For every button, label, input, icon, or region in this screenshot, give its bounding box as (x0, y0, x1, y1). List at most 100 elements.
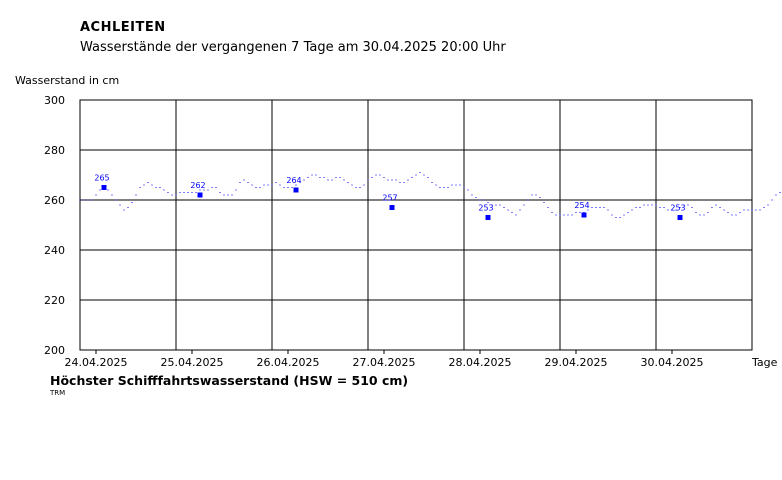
data-point (531, 194, 533, 196)
data-point (391, 179, 393, 181)
chart-subtitle: Wasserstände der vergangenen 7 Tage am 3… (80, 40, 506, 55)
data-point (639, 207, 641, 208)
data-point (719, 207, 721, 208)
data-point (515, 214, 517, 216)
data-point (159, 187, 161, 188)
data-point (411, 177, 413, 178)
x-tick-label: 24.04.2025 (65, 356, 128, 369)
x-axis-label: Tage (751, 356, 778, 369)
data-point (287, 187, 289, 188)
data-point (575, 212, 577, 213)
data-point (415, 174, 417, 176)
data-point (151, 184, 153, 186)
data-point (551, 212, 553, 213)
data-point (659, 207, 661, 208)
data-point (691, 207, 693, 208)
data-point (235, 189, 237, 191)
data-point (451, 184, 453, 186)
y-tick-label: 300 (44, 94, 65, 107)
data-point (375, 174, 377, 176)
data-point (315, 174, 317, 176)
data-point (167, 192, 169, 193)
data-point (763, 207, 765, 208)
data-point (747, 209, 749, 211)
data-point (179, 192, 181, 193)
daily-marker-label: 265 (94, 174, 109, 183)
data-point (571, 214, 573, 216)
data-point (259, 187, 261, 188)
data-point (219, 192, 221, 193)
data-point (675, 209, 677, 211)
data-point (359, 187, 361, 188)
daily-marker-label: 257 (382, 194, 397, 203)
data-point (91, 199, 93, 201)
data-point (635, 207, 637, 208)
data-point (143, 184, 145, 186)
data-point (211, 187, 213, 188)
data-point (651, 204, 653, 206)
data-point (543, 202, 545, 203)
data-point (663, 207, 665, 208)
data-point (227, 194, 229, 196)
data-point (683, 204, 685, 206)
data-point (87, 199, 89, 201)
data-point (423, 174, 425, 176)
data-point (419, 172, 421, 173)
data-point (595, 207, 597, 208)
data-point (395, 179, 397, 181)
data-point (679, 207, 681, 208)
data-point (459, 184, 461, 186)
data-point (327, 179, 329, 181)
data-point (319, 177, 321, 178)
data-point (79, 199, 81, 201)
data-point (703, 214, 705, 216)
data-point (99, 189, 101, 191)
data-point (351, 184, 353, 186)
data-point (495, 204, 497, 206)
data-point (443, 187, 445, 188)
data-point (147, 182, 149, 183)
data-point (199, 189, 201, 191)
y-tick-label: 280 (44, 144, 65, 157)
data-point (775, 194, 777, 196)
data-point (727, 212, 729, 213)
daily-marker-label: 253 (478, 204, 493, 213)
data-point (279, 184, 281, 186)
data-point (155, 187, 157, 188)
data-point (471, 194, 473, 196)
data-point (503, 207, 505, 208)
data-point (367, 179, 369, 181)
data-point (275, 182, 277, 183)
data-point (527, 199, 529, 201)
data-point (439, 187, 441, 188)
series-points (79, 172, 781, 218)
data-point (631, 209, 633, 211)
data-point (323, 177, 325, 178)
data-point (779, 192, 781, 193)
data-point (223, 194, 225, 196)
footer-trm: TRM (50, 389, 66, 397)
data-point (403, 182, 405, 183)
daily-marker-label: 253 (670, 204, 685, 213)
data-point (547, 207, 549, 208)
data-point (535, 194, 537, 196)
data-point (767, 204, 769, 206)
plot-frame (79, 99, 753, 351)
data-point (139, 187, 141, 188)
daily-markers: 265 262 264 257 253 254 253 (94, 174, 686, 220)
data-point (447, 187, 449, 188)
chart-grid (79, 99, 753, 351)
data-point (407, 179, 409, 181)
daily-marker-label: 262 (190, 181, 205, 190)
data-point (607, 209, 609, 211)
data-point (339, 177, 341, 178)
data-point (563, 214, 565, 216)
data-point (303, 179, 305, 181)
data-point (715, 204, 717, 206)
data-point (771, 199, 773, 201)
data-point (711, 207, 713, 208)
daily-marker-label: 254 (574, 201, 589, 210)
x-tick-label: 28.04.2025 (449, 356, 512, 369)
data-point (207, 189, 209, 191)
data-point (619, 217, 621, 218)
